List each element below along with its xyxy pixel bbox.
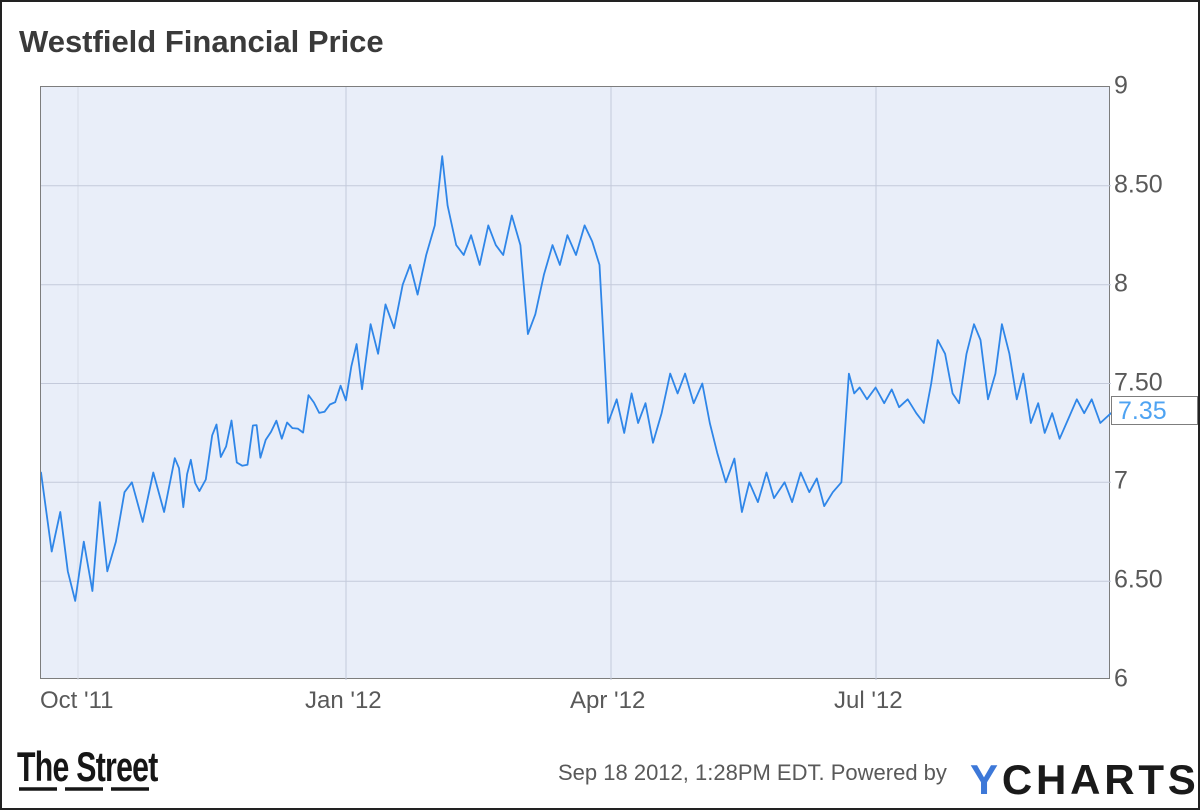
svg-text:The Street: The Street [17,743,158,790]
